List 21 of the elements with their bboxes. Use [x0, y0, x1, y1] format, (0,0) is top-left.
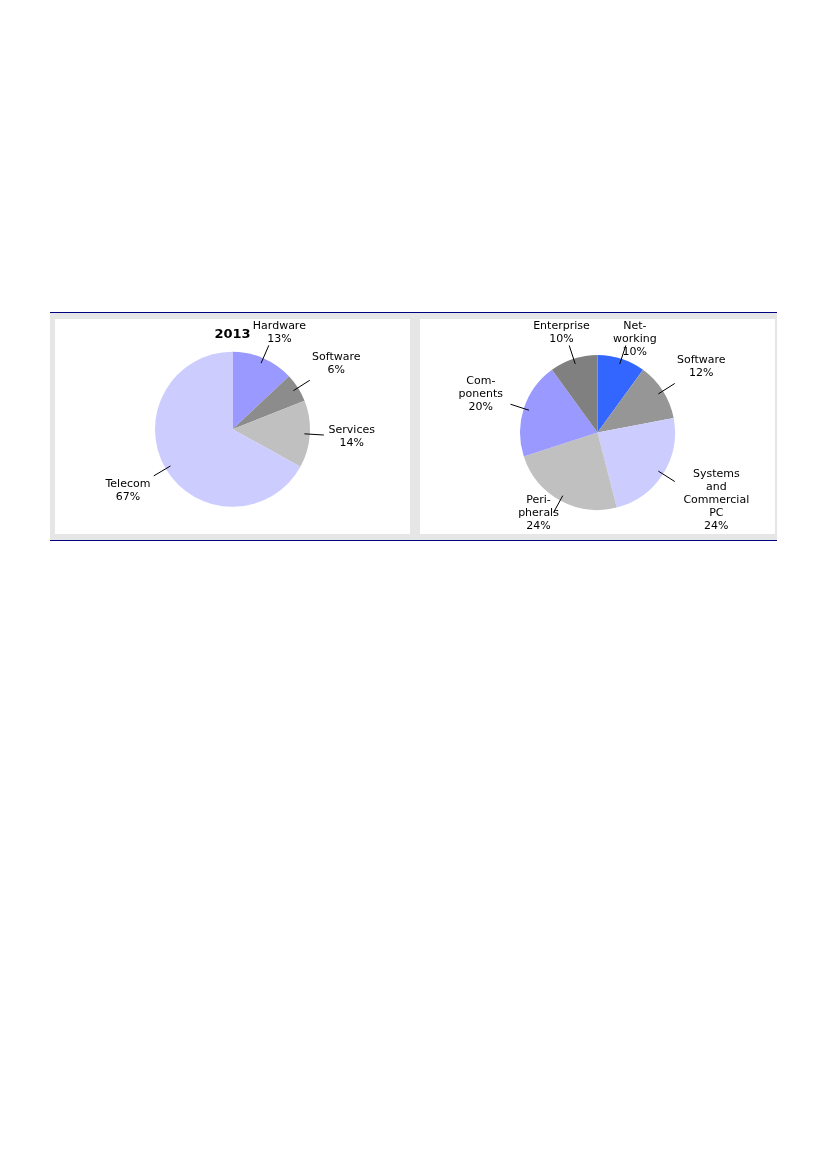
slice-label: Com- ponents	[458, 374, 504, 401]
slice-label: Net- working	[613, 319, 657, 346]
data-label: 24%	[526, 519, 551, 533]
data-label: 10%	[622, 345, 648, 359]
data-label: 10%	[549, 332, 574, 346]
slice-label: Systems and Commercial PC	[683, 467, 750, 520]
data-label: 6%	[327, 362, 346, 376]
slice-label: Services	[328, 423, 376, 437]
chart-title: 2013	[214, 326, 251, 342]
data-label: 20%	[468, 400, 494, 414]
slice-label: Hardware	[252, 319, 307, 333]
slice-label: Peri- pherals	[518, 493, 560, 520]
data-label: 12%	[689, 365, 714, 379]
slice-label: Enterprise	[533, 319, 590, 333]
slice-label: Telecom	[104, 477, 151, 491]
data-label: 24%	[704, 519, 729, 533]
data-label: 14%	[339, 436, 364, 450]
slice-label: Software	[677, 352, 726, 366]
slice-label: Software	[312, 349, 361, 363]
data-label: 67%	[115, 490, 141, 504]
data-label: 13%	[267, 332, 292, 346]
